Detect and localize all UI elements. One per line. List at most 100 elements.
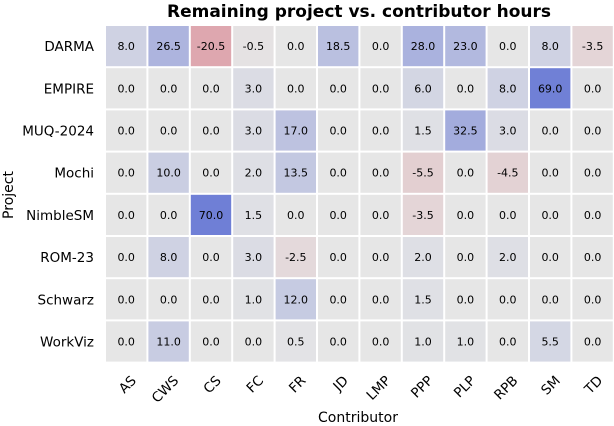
cell-value-label: 0.0 [202, 125, 220, 138]
heatmap-cell-nimblesm-fr [275, 194, 316, 235]
heatmap-cell-darma-as [106, 26, 147, 67]
heatmap-cell-mochi-cws [148, 152, 189, 193]
cell-value-label: 0.0 [584, 125, 602, 138]
cell-value-label: 0.0 [202, 82, 220, 95]
cell-value-label: 70.0 [199, 209, 224, 222]
heatmap-cell-darma-cs [190, 26, 232, 67]
cell-value-label: 0.0 [117, 209, 135, 222]
x-tick-label-rpb: RPB [491, 373, 521, 403]
cell-value-label: 0.0 [329, 209, 347, 222]
cell-value-label: 0.0 [499, 40, 517, 53]
heatmap-cell-schwarz-plp [445, 279, 486, 320]
cell-value-label: -2.5 [285, 251, 306, 264]
heatmap-cell-workviz-td [572, 321, 613, 362]
heatmap-cell-mochi-ppp [402, 152, 444, 193]
cell-value-label: 18.5 [326, 40, 351, 53]
cell-value-label: 0.5 [287, 336, 305, 349]
heatmap-cell-nimblesm-as [106, 194, 147, 235]
heatmap-cell-darma-td [572, 26, 613, 67]
cell-value-label: 3.0 [245, 125, 263, 138]
heatmap-cell-darma-sm [530, 26, 571, 67]
heatmap-cell-schwarz-sm [530, 279, 571, 320]
cell-value-label: 2.0 [414, 251, 432, 264]
cell-value-label: 3.0 [245, 251, 263, 264]
cell-value-label: 0.0 [329, 82, 347, 95]
heatmap-cell-empire-fr [275, 68, 316, 109]
x-tick-label-sm: SM [538, 373, 564, 399]
heatmap-cell-muq-2024-rpb [487, 110, 528, 151]
x-tick-label-ppp: PPP [408, 373, 437, 402]
cell-value-label: 6.0 [414, 82, 432, 95]
cell-value-label: 0.0 [372, 82, 390, 95]
heatmap-cell-darma-fc [233, 26, 274, 67]
heatmap-cell-darma-fr [275, 26, 316, 67]
heatmap-cell-workviz-plp [445, 321, 486, 362]
heatmap-cell-rom-23-rpb [487, 237, 528, 278]
heatmap-cell-darma-jd [318, 26, 359, 67]
cell-value-label: -5.5 [412, 167, 433, 180]
heatmap-cell-rom-23-ppp [402, 237, 444, 278]
heatmap-cell-schwarz-lmp [360, 279, 401, 320]
x-tick-label-lmp: LMP [364, 373, 395, 404]
heatmap-cell-muq-2024-plp [445, 110, 486, 151]
heatmap-cell-schwarz-fc [233, 279, 274, 320]
cell-value-label: 0.0 [287, 209, 305, 222]
heatmap-cell-rom-23-lmp [360, 237, 401, 278]
chart-title: Remaining project vs. contributor hours [167, 2, 551, 22]
cell-value-label: 0.0 [499, 293, 517, 306]
cell-value-label: 1.5 [414, 125, 432, 138]
cell-value-label: 0.0 [160, 82, 178, 95]
heatmap-cell-nimblesm-plp [445, 194, 486, 235]
heatmap-cell-workviz-cws [148, 321, 189, 362]
heatmap-cell-mochi-as [106, 152, 147, 193]
heatmap-cell-nimblesm-td [572, 194, 613, 235]
cell-value-label: 0.0 [372, 167, 390, 180]
cell-value-label: 17.0 [284, 125, 309, 138]
heatmap-cell-workviz-fc [233, 321, 274, 362]
heatmap-cell-mochi-cs [190, 152, 232, 193]
heatmap-cell-schwarz-cws [148, 279, 189, 320]
heatmap-cell-nimblesm-cs [190, 194, 232, 235]
y-tick-labels: DARMA EMPIRE MUQ-2024 Mochi NimbleSM ROM-23 Sc… [22, 39, 95, 350]
cell-value-label: 0.0 [541, 293, 559, 306]
heatmap-cell-nimblesm-jd [318, 194, 359, 235]
heatmap-cell-muq-2024-cs [190, 110, 232, 151]
cell-value-label: 0.0 [457, 167, 475, 180]
cell-value-label: 0.0 [160, 125, 178, 138]
heatmap-cell-muq-2024-fc [233, 110, 274, 151]
cell-value-label: 5.5 [541, 336, 559, 349]
cell-value-label: 8.0 [541, 40, 559, 53]
heatmap-cell-muq-2024-sm [530, 110, 571, 151]
y-tick-label-empire: EMPIRE [44, 81, 94, 97]
heatmap-cell-workviz-fr [275, 321, 316, 362]
cell-value-label: 0.0 [202, 293, 220, 306]
heatmap-cell-nimblesm-lmp [360, 194, 401, 235]
heatmap-cell-darma-plp [445, 26, 486, 67]
cell-value-label: 0.0 [202, 336, 220, 349]
heatmap-cell-mochi-fc [233, 152, 274, 193]
heatmap-cell-empire-lmp [360, 68, 401, 109]
cell-value-label: 0.0 [372, 125, 390, 138]
cell-value-label: 0.0 [202, 251, 220, 264]
cell-value-label: 0.0 [329, 293, 347, 306]
heatmap-cell-empire-cs [190, 68, 232, 109]
cell-value-label: -20.5 [197, 40, 225, 53]
cell-value-label: 1.0 [245, 293, 263, 306]
cell-value-label: -0.5 [243, 40, 264, 53]
y-tick-label-workviz: WorkViz [40, 335, 94, 351]
cell-value-label: 3.0 [499, 125, 517, 138]
heatmap-cell-nimblesm-rpb [487, 194, 528, 235]
cell-value-label: 0.0 [329, 336, 347, 349]
cell-value-label: 1.0 [414, 336, 432, 349]
cell-value-label: 0.0 [584, 251, 602, 264]
heatmap-cell-muq-2024-jd [318, 110, 359, 151]
cell-value-label: 0.0 [457, 209, 475, 222]
cell-value-label: 0.0 [329, 125, 347, 138]
heatmap-cell-darma-cws [148, 26, 189, 67]
cell-value-label: 28.0 [411, 40, 436, 53]
heatmap-cell-darma-lmp [360, 26, 401, 67]
cell-value-label: 0.0 [457, 293, 475, 306]
cell-value-label: 1.5 [245, 209, 263, 222]
heatmap-cell-empire-sm [530, 68, 571, 109]
